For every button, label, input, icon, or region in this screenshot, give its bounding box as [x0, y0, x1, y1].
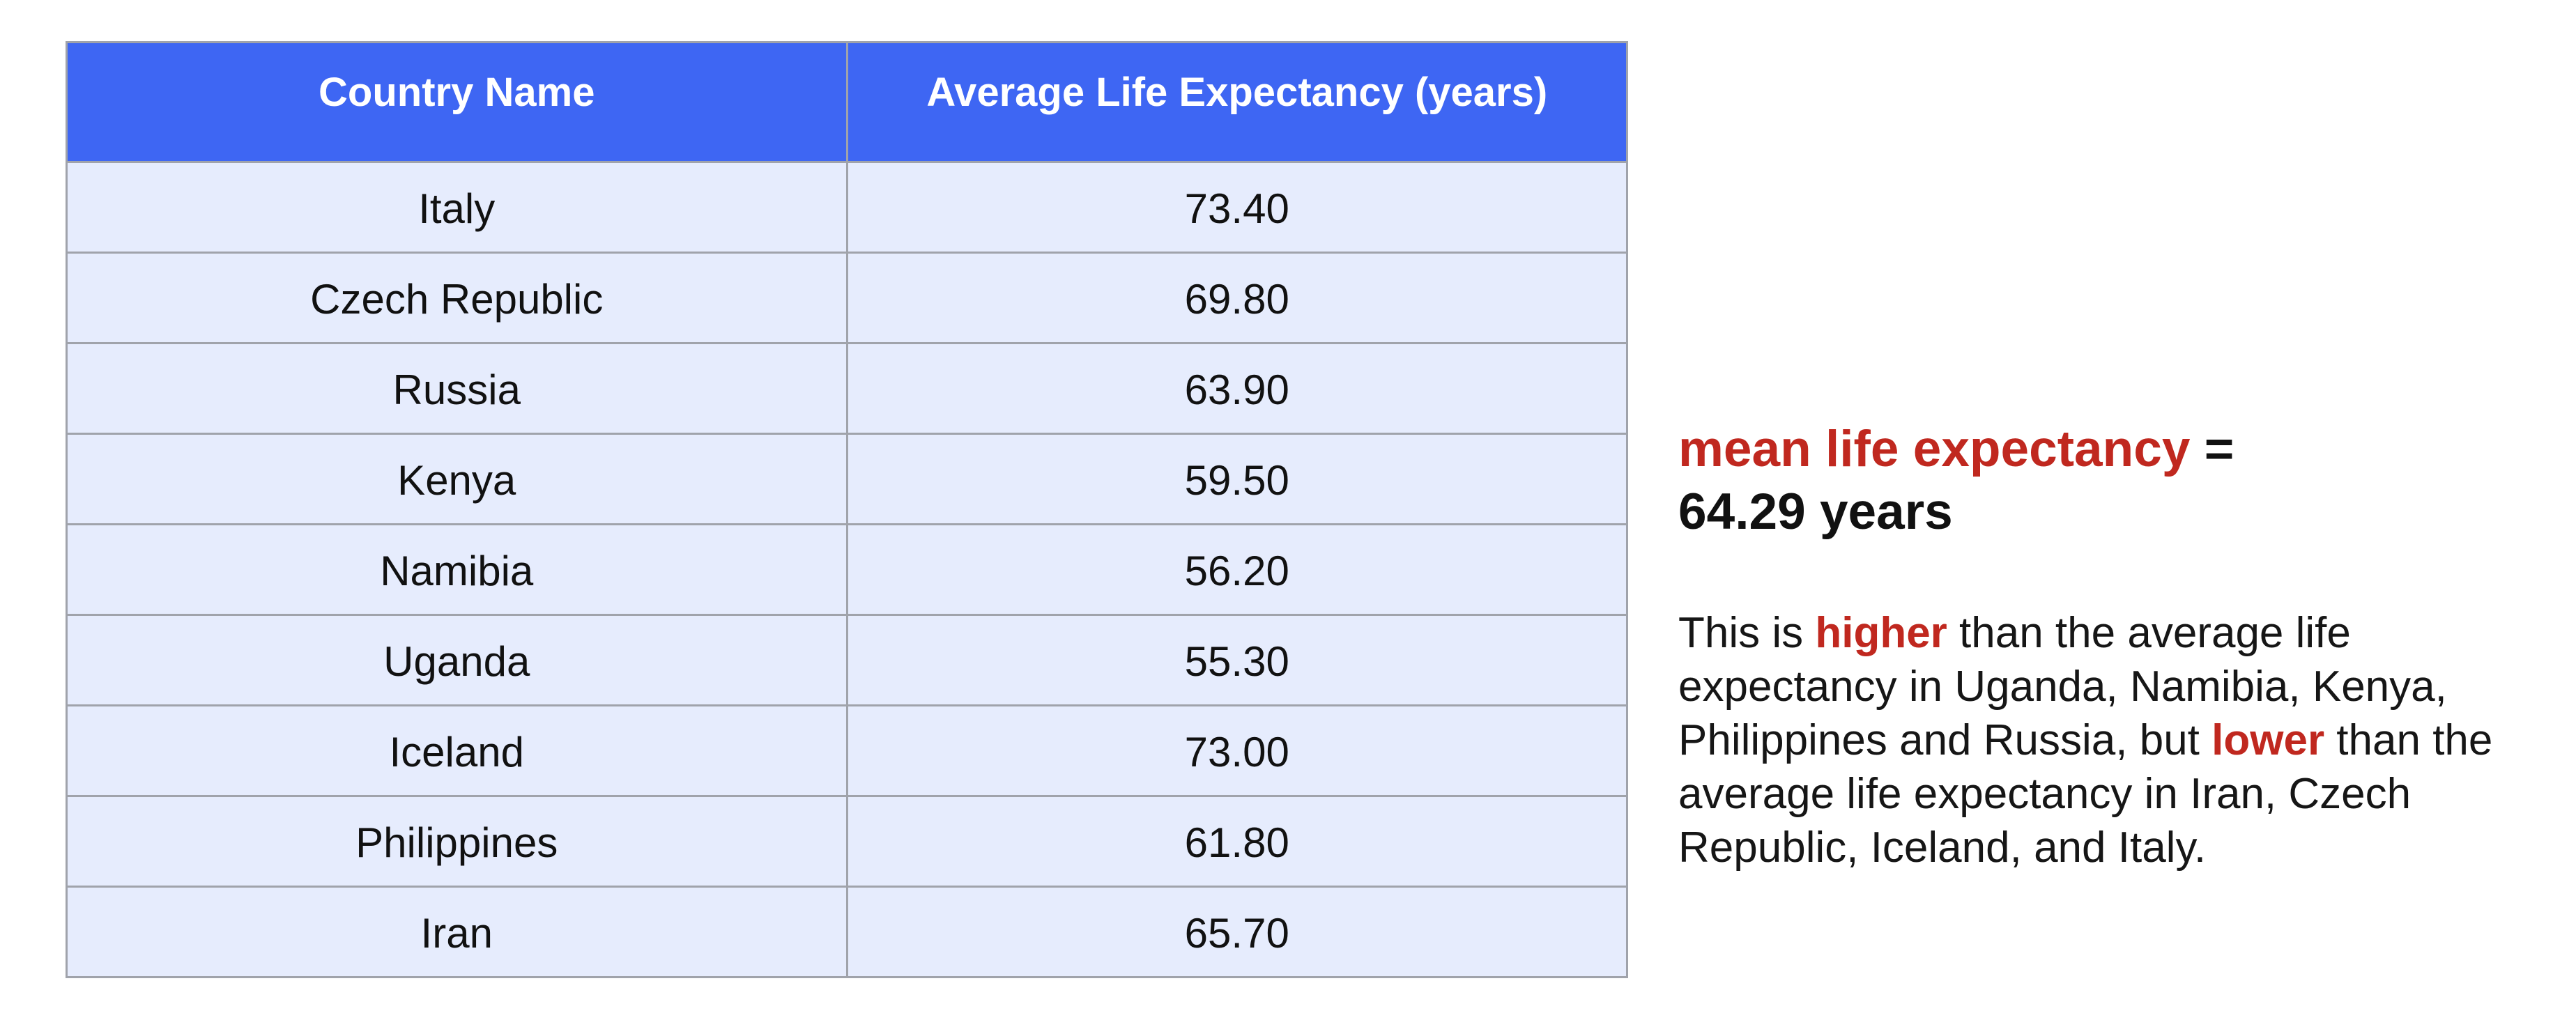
life-expectancy-cell: 56.20	[845, 523, 1628, 616]
table-row: Iran 65.70	[66, 886, 1628, 978]
desc-text-part-3: than the average life expectancy in Iran…	[1678, 716, 2493, 872]
table-row: Czech Republic 69.80	[66, 252, 1628, 344]
comparison-description: This is higher than the average life exp…	[1678, 606, 2563, 874]
table-row: Iceland 73.00	[66, 704, 1628, 797]
country-cell: Iceland	[66, 704, 848, 797]
life-expectancy-table-container: Country Name Average Life Expectancy (ye…	[66, 41, 1628, 978]
mean-value: 64.29 years	[1678, 484, 1953, 540]
life-expectancy-cell: 69.80	[845, 252, 1628, 344]
equals-sign: =	[2190, 421, 2234, 477]
mean-label: mean life expectancy	[1678, 421, 2191, 477]
higher-word: higher	[1815, 609, 1947, 657]
table-row: Uganda 55.30	[66, 614, 1628, 706]
lower-word: lower	[2211, 716, 2325, 764]
desc-text-part-2: than the average life expectancy in Ugan…	[1678, 609, 2447, 764]
column-header-life-expectancy: Average Life Expectancy (years)	[845, 41, 1628, 163]
country-cell: Kenya	[66, 433, 848, 525]
life-expectancy-cell: 61.80	[845, 795, 1628, 888]
table-row: Namibia 56.20	[66, 523, 1628, 616]
life-expectancy-cell: 65.70	[845, 886, 1628, 978]
life-expectancy-table: Country Name Average Life Expectancy (ye…	[66, 41, 1628, 978]
country-cell: Czech Republic	[66, 252, 848, 344]
country-cell: Philippines	[66, 795, 848, 888]
country-cell: Russia	[66, 342, 848, 435]
country-cell: Iran	[66, 886, 848, 978]
life-expectancy-cell: 59.50	[845, 433, 1628, 525]
desc-text-part-1: This is	[1678, 609, 1816, 657]
life-expectancy-cell: 55.30	[845, 614, 1628, 706]
table-row: Italy 73.40	[66, 161, 1628, 254]
table-row: Philippines 61.80	[66, 795, 1628, 888]
life-expectancy-cell: 73.40	[845, 161, 1628, 254]
table-header-row: Country Name Average Life Expectancy (ye…	[66, 41, 1628, 163]
country-cell: Italy	[66, 161, 848, 254]
country-cell: Uganda	[66, 614, 848, 706]
summary-panel: mean life expectancy = 64.29 years This i…	[1678, 418, 2563, 918]
table-row: Kenya 59.50	[66, 433, 1628, 525]
life-expectancy-cell: 63.90	[845, 342, 1628, 435]
life-expectancy-cell: 73.00	[845, 704, 1628, 797]
table-row: Russia 63.90	[66, 342, 1628, 435]
country-cell: Namibia	[66, 523, 848, 616]
column-header-country: Country Name	[66, 41, 848, 163]
mean-summary: mean life expectancy = 64.29 years	[1678, 418, 2563, 543]
